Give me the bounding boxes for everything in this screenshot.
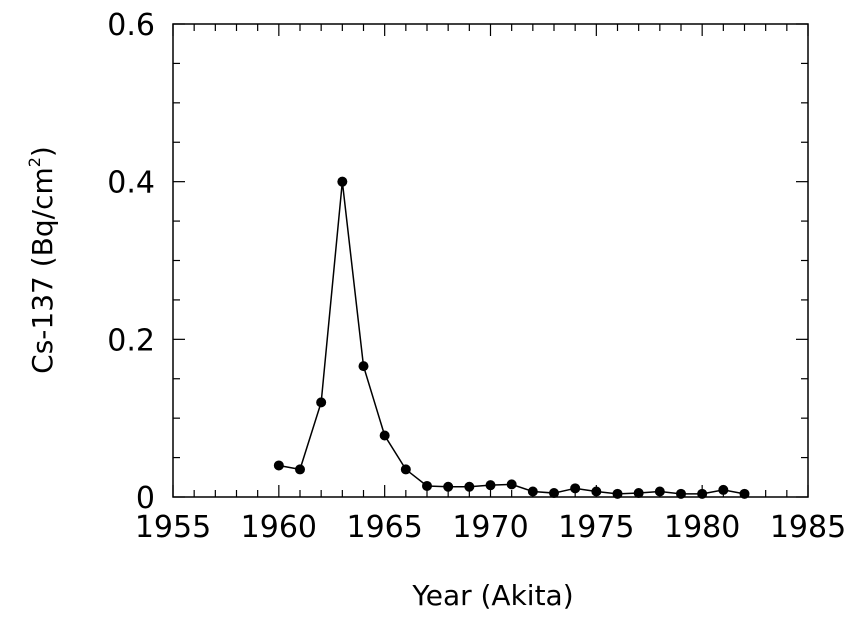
data-point — [443, 481, 454, 492]
data-point — [549, 488, 559, 499]
y-tick-label: 0.6 — [107, 8, 155, 43]
x-tick-label: 1970 — [452, 510, 528, 545]
y-tick-label: 0.2 — [107, 323, 155, 358]
data-point — [739, 488, 750, 499]
y-axis-title-main: Cs-137 (Bq/cm — [26, 167, 59, 374]
series-group — [273, 176, 750, 499]
y-axis-title-close: ) — [26, 146, 59, 157]
data-point — [591, 486, 602, 497]
data-point — [676, 488, 686, 499]
x-tick-label: 1980 — [664, 510, 740, 545]
data-point — [633, 488, 644, 499]
data-point — [273, 460, 284, 471]
axis-tick-labels: 1955 1960 1965 1970 1975 1980 1985 0 0.2 0.4 0.6 — [107, 8, 846, 545]
series-line — [278, 181, 745, 495]
data-point — [697, 488, 708, 499]
data-point — [337, 176, 348, 187]
y-tick-label: 0.4 — [107, 166, 155, 201]
data-point — [654, 486, 665, 497]
data-point — [570, 483, 581, 494]
data-point — [527, 486, 538, 497]
x-tick-label: 1965 — [346, 510, 422, 545]
y-tick-label: 0 — [136, 481, 155, 516]
y-axis-title-superscript: 2 — [25, 157, 44, 167]
data-point — [422, 480, 432, 491]
data-point — [506, 479, 517, 490]
data-point — [316, 397, 327, 408]
data-point — [358, 361, 369, 372]
plot-frame — [172, 23, 809, 498]
x-tick-label: 1960 — [241, 510, 317, 545]
data-point — [400, 464, 411, 475]
data-point — [612, 488, 623, 499]
x-tick-label: 1955 — [135, 510, 211, 545]
x-tick-label: 1985 — [770, 510, 846, 545]
data-point — [485, 480, 496, 491]
data-point — [718, 484, 729, 495]
y-axis-title: Cs-137 (Bq/cm2) — [25, 146, 59, 374]
x-axis-title: Year (Akita) — [411, 579, 573, 612]
axis-ticks — [172, 23, 809, 498]
data-point — [464, 481, 475, 492]
data-point — [379, 430, 390, 441]
x-tick-label: 1975 — [558, 510, 634, 545]
data-point — [295, 464, 305, 475]
